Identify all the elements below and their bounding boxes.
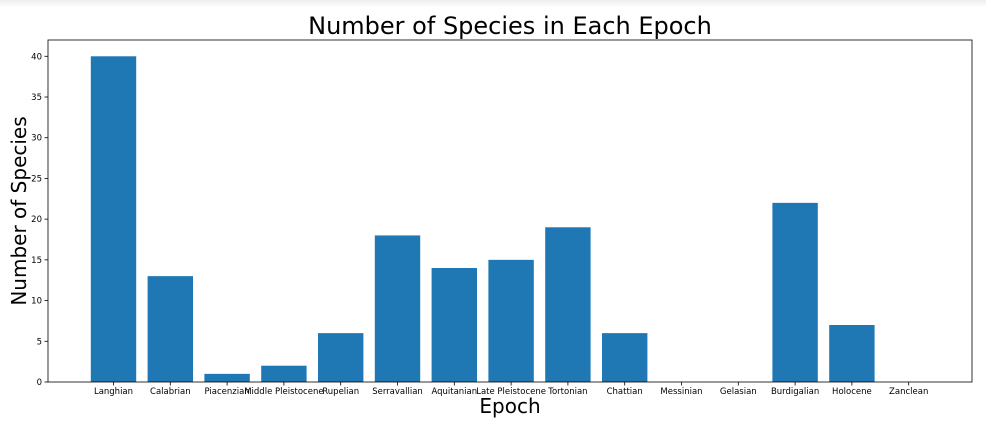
bar-aquitanian — [431, 268, 477, 382]
chart-title: Number of Species in Each Epoch — [308, 12, 712, 40]
bar-middle-pleistocene — [261, 365, 307, 382]
bar-calabrian — [147, 276, 193, 382]
x-axis-label: Epoch — [479, 394, 540, 418]
bar-serravallian — [374, 235, 421, 382]
y-tick-label: 10 — [31, 297, 42, 307]
bar-chattian — [602, 333, 648, 382]
plot-frame — [47, 39, 973, 383]
bars-group — [90, 56, 875, 383]
y-tick-label: 5 — [37, 337, 42, 347]
y-axis-label: Number of Species — [7, 116, 31, 305]
y-tick-label: 20 — [31, 215, 42, 225]
y-tick-label: 30 — [31, 134, 42, 144]
bar-burdigalian — [772, 202, 818, 382]
x-tick-label: Rupelian — [322, 387, 359, 397]
y-axis: 0 5 10 15 20 25 30 35 40 — [31, 52, 48, 388]
bar-tortonian — [545, 227, 591, 382]
y-tick-label: 0 — [37, 378, 42, 388]
x-tick-label: Zanclean — [889, 387, 928, 397]
top-shadow — [0, 0, 986, 8]
x-tick-label: Late Pleistocene — [476, 387, 546, 397]
x-tick-label: Aquitanian — [431, 387, 477, 397]
bar-holocene — [829, 325, 875, 382]
bar-late-pleistocene — [488, 259, 534, 382]
bar-piacenzian — [204, 373, 250, 382]
x-tick-label: Serravallian — [372, 387, 423, 397]
x-tick-label: Holocene — [832, 387, 872, 397]
y-tick-label: 35 — [31, 93, 42, 103]
y-tick-label: 15 — [31, 256, 42, 266]
x-tick-label: Tortonian — [547, 387, 587, 397]
x-tick-label: Gelasian — [720, 387, 757, 397]
bar-langhian — [90, 56, 137, 383]
x-tick-label: Calabrian — [150, 387, 191, 397]
bar-rupelian — [318, 333, 364, 382]
x-tick-label: Langhian — [94, 387, 133, 397]
x-tick-label: Middle Pleistocene — [244, 387, 323, 397]
y-tick-label: 40 — [31, 52, 42, 62]
x-tick-label: Chattian — [607, 387, 643, 397]
x-tick-label: Messinian — [660, 387, 702, 397]
y-tick-label: 25 — [31, 174, 42, 184]
x-tick-label: Piacenzian — [204, 387, 249, 397]
x-tick-label: Burdigalian — [771, 387, 819, 397]
